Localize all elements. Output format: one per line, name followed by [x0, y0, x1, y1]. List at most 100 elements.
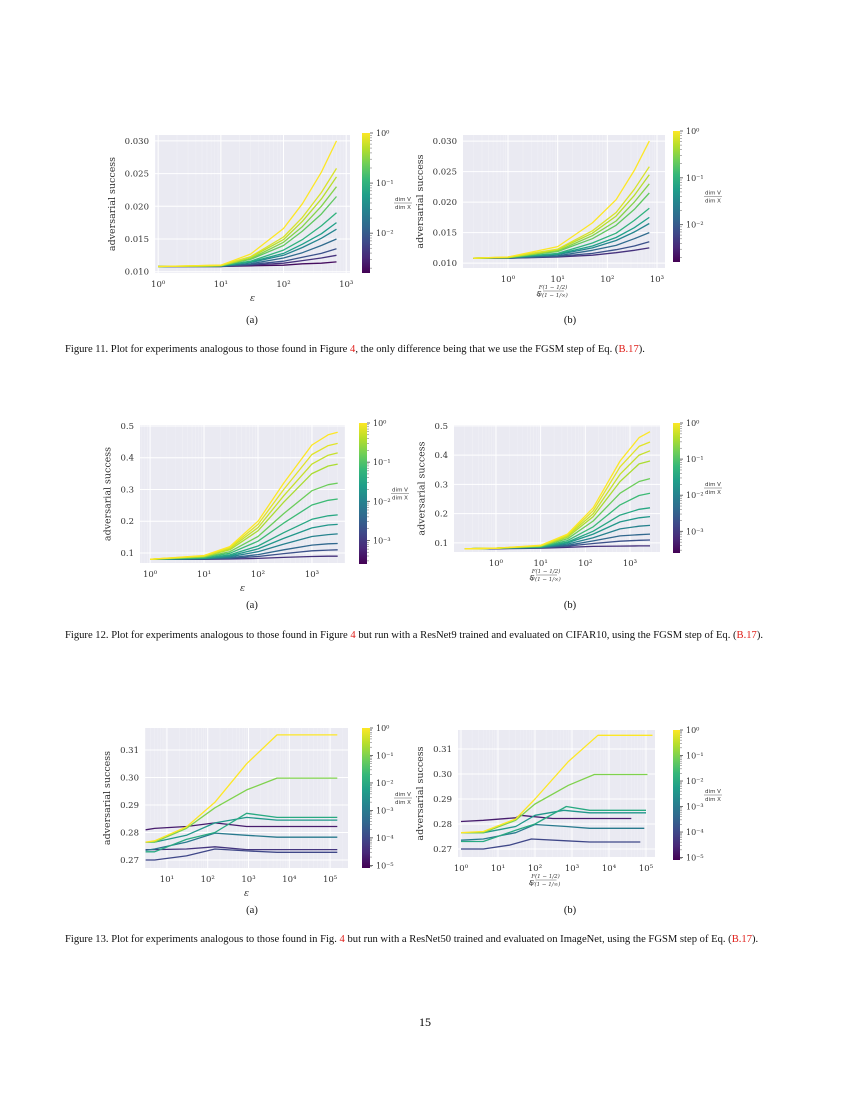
x-tick-label: 10⁰	[454, 864, 469, 874]
data-series-line	[461, 838, 641, 850]
x-tick-label: 10²	[600, 275, 614, 285]
x-tick-label: 10³	[650, 275, 664, 285]
subfigure-label-13a: (a)	[246, 905, 258, 916]
x-axis-label: ε	[244, 888, 249, 899]
plot-background	[458, 730, 655, 857]
caption-text: but run with a ResNet9 trained and evalu…	[355, 630, 737, 641]
y-tick-label: 0.3	[120, 485, 134, 495]
y-tick-label: 0.4	[434, 451, 448, 461]
x-tick-label: 10⁵	[323, 875, 338, 885]
cross-reference-link[interactable]: B.17	[618, 344, 639, 355]
chart-fig11b: 10⁰ 10¹ 10² 10³ 0.010 0.015 0.020 0.025 0.030 adv…	[415, 127, 722, 299]
x-tick-label: 10¹	[160, 875, 174, 885]
colorbar-label-numerator: dim V	[705, 191, 721, 197]
colorbar-tick-label: 10⁻³	[376, 806, 394, 815]
x-tick-label: 10²	[276, 280, 290, 290]
caption-text: ).	[638, 344, 645, 355]
colorbar-tick-label: 10⁻³	[373, 536, 391, 545]
x-axis-label: ε	[536, 288, 541, 299]
caption-text: but run with a ResNet50 trained and eval…	[344, 934, 732, 945]
y-tick-label: 0.28	[433, 820, 452, 830]
colorbar-tick-label: 10⁻³	[686, 803, 704, 812]
x-tick-label: 10⁰	[489, 559, 504, 569]
cross-reference-link[interactable]: 4	[350, 630, 356, 641]
caption-text: ).	[756, 630, 764, 641]
x-axis-label-exponent-denominator: F(1 − 1/∞)	[530, 881, 561, 888]
y-tick-label: 0.31	[120, 746, 139, 756]
caption-text: Figure 13. Plot for experiments analogou…	[65, 934, 340, 945]
y-tick-label: 0.1	[120, 549, 134, 559]
colorbar-tick-label: 10⁰	[686, 419, 699, 428]
cross-reference-link[interactable]: B.17	[736, 630, 757, 641]
chart-fig12b: 10⁰ 10¹ 10² 10³ 0.1 0.2 0.3 0.4 0.5 adversarial s…	[416, 419, 722, 583]
colorbar-tick-label: 10⁻¹	[376, 179, 394, 188]
x-axis-label: ε	[529, 572, 534, 583]
y-tick-label: 0.025	[125, 170, 149, 180]
y-axis-label: adversarial success	[416, 441, 427, 535]
subfigure-label-11a: (a)	[246, 315, 258, 326]
data-series-line	[145, 848, 338, 861]
colorbar-tick-label: 10⁻⁵	[686, 854, 704, 863]
cross-reference-link[interactable]: 4	[339, 934, 345, 945]
colorbar-tick-label: 10⁻²	[376, 229, 394, 238]
data-series-line	[150, 431, 338, 560]
colorbar-tick-label: 10⁰	[686, 127, 699, 136]
x-axis-label-exponent-numerator: F(1 − 1/2)	[531, 568, 561, 575]
x-tick-label: 10⁴	[602, 864, 617, 874]
y-tick-label: 0.010	[125, 268, 149, 278]
x-tick-label: 10²	[201, 875, 215, 885]
y-tick-label: 0.3	[434, 480, 448, 490]
colorbar-tick-label: 10⁻⁴	[376, 834, 394, 843]
y-axis-label: adversarial success	[415, 746, 426, 840]
data-series-line	[473, 140, 650, 259]
x-tick-label: 10⁰	[501, 275, 516, 285]
x-tick-label: 10⁰	[151, 280, 166, 290]
x-tick-label: 10⁵	[639, 864, 654, 874]
colorbar	[673, 730, 680, 860]
figure-12-caption: Figure 12. Plot for experiments analogou…	[65, 628, 785, 644]
colorbar-tick-label: 10⁻⁵	[376, 861, 394, 870]
plot-background	[454, 425, 660, 552]
x-tick-label: 10²	[528, 864, 542, 874]
x-tick-label: 10³	[623, 559, 637, 569]
y-tick-label: 0.010	[433, 259, 457, 269]
x-tick-label: 10⁴	[282, 875, 297, 885]
colorbar-label-denominator: dim X	[395, 800, 411, 806]
colorbar-tick-label: 10⁻³	[686, 527, 704, 536]
x-tick-label: 10³	[565, 864, 579, 874]
x-tick-label: 10³	[305, 570, 319, 580]
colorbar-label-denominator: dim X	[395, 205, 411, 211]
data-series-line	[145, 777, 338, 843]
cross-reference-link[interactable]: B.17	[731, 934, 753, 945]
chart-fig13b: 10⁰ 10¹ 10² 10³ 10⁴ 10⁵ 0.27 0.28 0.29 0.30 0.31 ad…	[415, 726, 722, 888]
y-tick-label: 0.030	[433, 137, 457, 147]
colorbar-tick-label: 10⁻¹	[686, 752, 704, 761]
colorbar-tick-label: 10⁰	[686, 726, 699, 735]
x-tick-label: 10²	[578, 559, 592, 569]
colorbar-tick-label: 10⁰	[373, 419, 386, 428]
colorbar	[362, 133, 370, 273]
plot-background	[140, 425, 345, 563]
y-tick-label: 0.5	[434, 422, 448, 432]
y-tick-label: 0.015	[125, 235, 149, 245]
x-tick-label: 10¹	[197, 570, 211, 580]
colorbar-tick-label: 10⁰	[376, 724, 389, 733]
y-tick-label: 0.2	[120, 517, 134, 527]
colorbar-tick-label: 10⁻²	[686, 221, 704, 230]
colorbar	[359, 423, 367, 564]
x-tick-label: 10¹	[551, 275, 565, 285]
y-axis-label: adversarial success	[102, 447, 113, 541]
colorbar-tick-label: 10⁰	[376, 129, 389, 138]
colorbar-tick-label: 10⁻¹	[373, 458, 391, 467]
y-axis-label: adversarial success	[415, 154, 426, 248]
y-tick-label: 0.31	[433, 745, 452, 755]
colorbar	[362, 728, 370, 868]
cross-reference-link[interactable]: 4	[350, 344, 356, 355]
data-series-line	[158, 140, 338, 268]
x-axis-label-exponent-denominator: F(1 − 1/∞)	[537, 292, 568, 299]
x-axis-label: ε	[240, 583, 245, 594]
y-tick-label: 0.27	[120, 856, 139, 866]
y-tick-label: 0.4	[120, 454, 134, 464]
